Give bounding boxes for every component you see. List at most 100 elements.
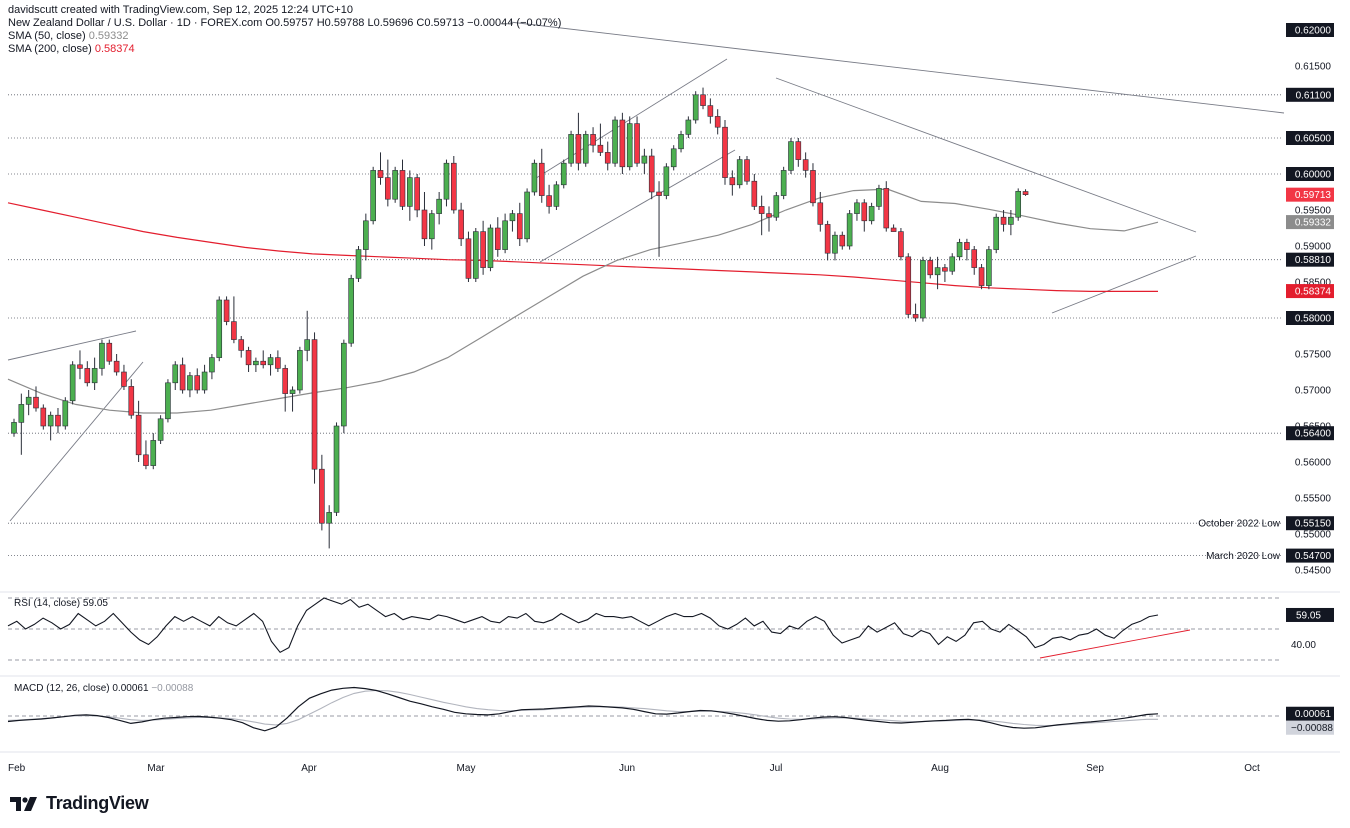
candle[interactable]: [553, 181, 560, 210]
candle[interactable]: [810, 163, 816, 207]
candle[interactable]: [758, 195, 765, 236]
candle[interactable]: [179, 357, 186, 394]
candle[interactable]: [494, 217, 501, 257]
candle[interactable]: [971, 246, 978, 275]
candle[interactable]: [194, 368, 201, 394]
candle[interactable]: [861, 199, 868, 232]
candle[interactable]: [172, 361, 179, 390]
candle[interactable]: [1008, 210, 1014, 236]
candle[interactable]: [414, 174, 420, 218]
candle[interactable]: [326, 505, 332, 549]
candle[interactable]: [267, 354, 274, 376]
candle[interactable]: [619, 112, 626, 174]
candle[interactable]: [663, 163, 670, 200]
candle[interactable]: [546, 184, 552, 214]
candle[interactable]: [487, 224, 494, 272]
candle[interactable]: [854, 199, 860, 221]
candle[interactable]: [912, 303, 919, 322]
candle[interactable]: [348, 274, 354, 347]
sma200-legend[interactable]: SMA (200, close) 0.58374: [8, 43, 561, 56]
candle[interactable]: [472, 228, 479, 282]
candle[interactable]: [641, 148, 648, 174]
candle[interactable]: [920, 256, 926, 322]
candle[interactable]: [780, 166, 787, 200]
candle[interactable]: [956, 238, 963, 261]
candle[interactable]: [399, 159, 406, 210]
candle[interactable]: [436, 192, 442, 225]
candle[interactable]: [766, 206, 772, 232]
candle[interactable]: [143, 440, 149, 470]
price-axis[interactable]: 0.62000 0.61500 0.61100 0.60500 0.60000 0.597…: [1198, 23, 1334, 735]
brand-footer[interactable]: TradingView: [10, 793, 149, 814]
candle[interactable]: [612, 116, 618, 167]
macd-legend[interactable]: MACD (12, 26, close) 0.00061 −0.00088: [14, 682, 193, 696]
candle[interactable]: [883, 181, 890, 232]
candle[interactable]: [40, 404, 47, 430]
candle[interactable]: [282, 364, 289, 412]
candle[interactable]: [341, 339, 347, 434]
macd-pane[interactable]: [7, 686, 1282, 732]
candle[interactable]: [978, 264, 985, 290]
candle[interactable]: [297, 346, 303, 394]
candle[interactable]: [634, 116, 640, 167]
candle[interactable]: [560, 159, 567, 189]
time-axis[interactable]: Feb Mar Apr May Jun Jul Aug Sep Oct: [8, 763, 1260, 774]
candle[interactable]: [245, 346, 252, 372]
candle[interactable]: [465, 231, 472, 282]
rsi-pane[interactable]: [7, 597, 1282, 661]
candle[interactable]: [670, 145, 677, 171]
candle[interactable]: [993, 213, 1000, 254]
candle[interactable]: [648, 148, 655, 200]
candle[interactable]: [538, 148, 545, 203]
candle[interactable]: [150, 433, 157, 470]
candle[interactable]: [333, 422, 340, 516]
candle[interactable]: [898, 228, 904, 261]
candle[interactable]: [47, 411, 54, 441]
candle[interactable]: [370, 166, 376, 225]
candle[interactable]: [502, 213, 508, 254]
candle[interactable]: [1000, 210, 1007, 232]
candle[interactable]: [934, 256, 941, 290]
candle[interactable]: [1022, 189, 1029, 196]
candle[interactable]: [729, 170, 736, 196]
candle[interactable]: [905, 253, 912, 318]
candle[interactable]: [201, 364, 208, 394]
candle[interactable]: [582, 130, 589, 167]
candle[interactable]: [121, 364, 127, 390]
candle[interactable]: [700, 87, 706, 110]
candle[interactable]: [832, 231, 838, 261]
candle[interactable]: [817, 192, 824, 232]
candle[interactable]: [964, 238, 970, 261]
candle[interactable]: [568, 130, 574, 167]
candle[interactable]: [62, 397, 69, 430]
candle[interactable]: [429, 210, 435, 250]
candle[interactable]: [597, 123, 604, 156]
candle[interactable]: [223, 296, 230, 326]
candle[interactable]: [355, 246, 362, 282]
candle[interactable]: [77, 350, 83, 380]
candle[interactable]: [304, 310, 311, 362]
candle[interactable]: [25, 390, 32, 416]
candle[interactable]: [722, 120, 728, 185]
candle[interactable]: [275, 350, 281, 372]
candle[interactable]: [407, 170, 413, 221]
candle[interactable]: [744, 156, 750, 185]
candles[interactable]: [11, 87, 1029, 549]
candle[interactable]: [450, 156, 457, 214]
candle[interactable]: [128, 379, 135, 419]
candle[interactable]: [839, 231, 846, 250]
candle[interactable]: [165, 379, 171, 423]
candle[interactable]: [84, 361, 91, 387]
candle[interactable]: [377, 152, 384, 185]
candle[interactable]: [751, 174, 758, 210]
candle[interactable]: [773, 192, 780, 221]
candle[interactable]: [253, 357, 259, 372]
candle[interactable]: [392, 166, 398, 203]
candle[interactable]: [135, 400, 142, 462]
candle[interactable]: [942, 264, 948, 282]
candle[interactable]: [157, 415, 164, 444]
candle[interactable]: [231, 296, 237, 344]
candle[interactable]: [890, 224, 897, 232]
candle[interactable]: [209, 354, 215, 380]
